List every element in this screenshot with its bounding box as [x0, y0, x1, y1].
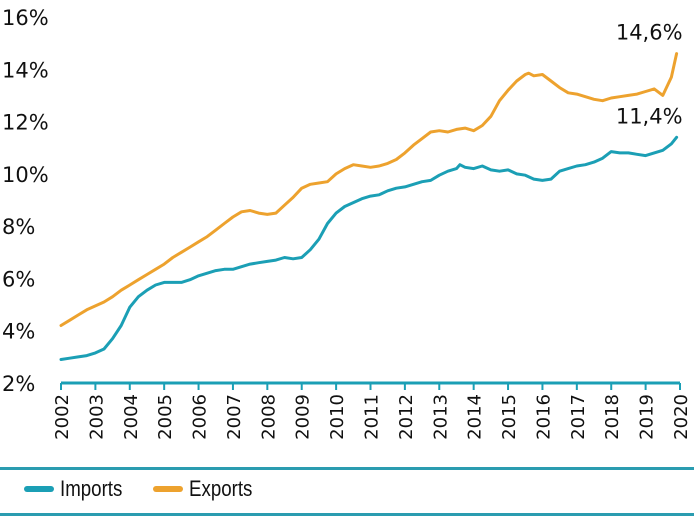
y-tick-label: 14% [2, 58, 49, 82]
x-tick-label: 2019 [637, 394, 658, 440]
x-tick-label: 2016 [533, 394, 554, 440]
y-tick-label: 2% [2, 372, 35, 396]
x-tick-label: 2007 [224, 394, 245, 440]
x-tick-label: 2004 [121, 394, 142, 440]
y-tick-label: 8% [2, 215, 35, 239]
y-tick-label: 4% [2, 320, 35, 344]
exports-swatch [153, 486, 184, 492]
x-tick-label: 2010 [327, 394, 348, 440]
bottom-rule [0, 513, 694, 516]
y-tick-label: 10% [2, 163, 49, 187]
legend-label-imports: Imports [60, 476, 123, 501]
y-tick-label: 16% [2, 6, 49, 30]
y-axis-ticks: 2% 4% 6% 8% 10% 12% 14% 16% [2, 6, 49, 396]
x-tick-label: 2020 [671, 394, 692, 440]
end-label-imports: 11,4% [616, 104, 683, 128]
y-tick-label: 12% [2, 111, 49, 135]
legend: Imports Exports [0, 466, 694, 512]
x-axis [60, 381, 681, 390]
x-tick-label: 2008 [258, 394, 279, 440]
x-tick-label: 2006 [190, 394, 211, 440]
imports-swatch [24, 486, 54, 492]
x-tick-label: 2013 [430, 394, 451, 440]
x-tick-label: 2017 [568, 394, 589, 440]
series-line-exports [59, 52, 679, 327]
x-tick-label: 2014 [465, 394, 486, 440]
x-tick-label: 2018 [602, 394, 623, 440]
x-tick-label: 2009 [293, 394, 314, 440]
x-tick-label: 2003 [86, 394, 107, 440]
y-tick-label: 6% [2, 267, 35, 291]
legend-item-exports: Exports [153, 476, 264, 502]
series-line-imports [59, 135, 679, 361]
x-axis-ticks: 2002 2003 2004 2005 2006 2007 2008 2009 2010 2011… [52, 394, 692, 440]
x-tick-label: 2015 [499, 394, 520, 440]
top-rule [0, 467, 694, 470]
series-layer [59, 52, 679, 361]
end-label-exports: 14,6% [616, 21, 683, 45]
x-tick-label: 2005 [155, 394, 176, 440]
x-tick-label: 2011 [362, 394, 383, 440]
line-chart: 2%4%6%8%10%12%14%16% 2002 2003 2004 2005 200… [2, 6, 692, 440]
end-value-labels: 14,6% 11,4% [616, 21, 683, 129]
x-tick-label: 2012 [396, 394, 417, 440]
legend-label-exports: Exports [189, 476, 253, 501]
legend-item-imports: Imports [24, 476, 133, 502]
x-tick-label: 2002 [52, 394, 73, 440]
